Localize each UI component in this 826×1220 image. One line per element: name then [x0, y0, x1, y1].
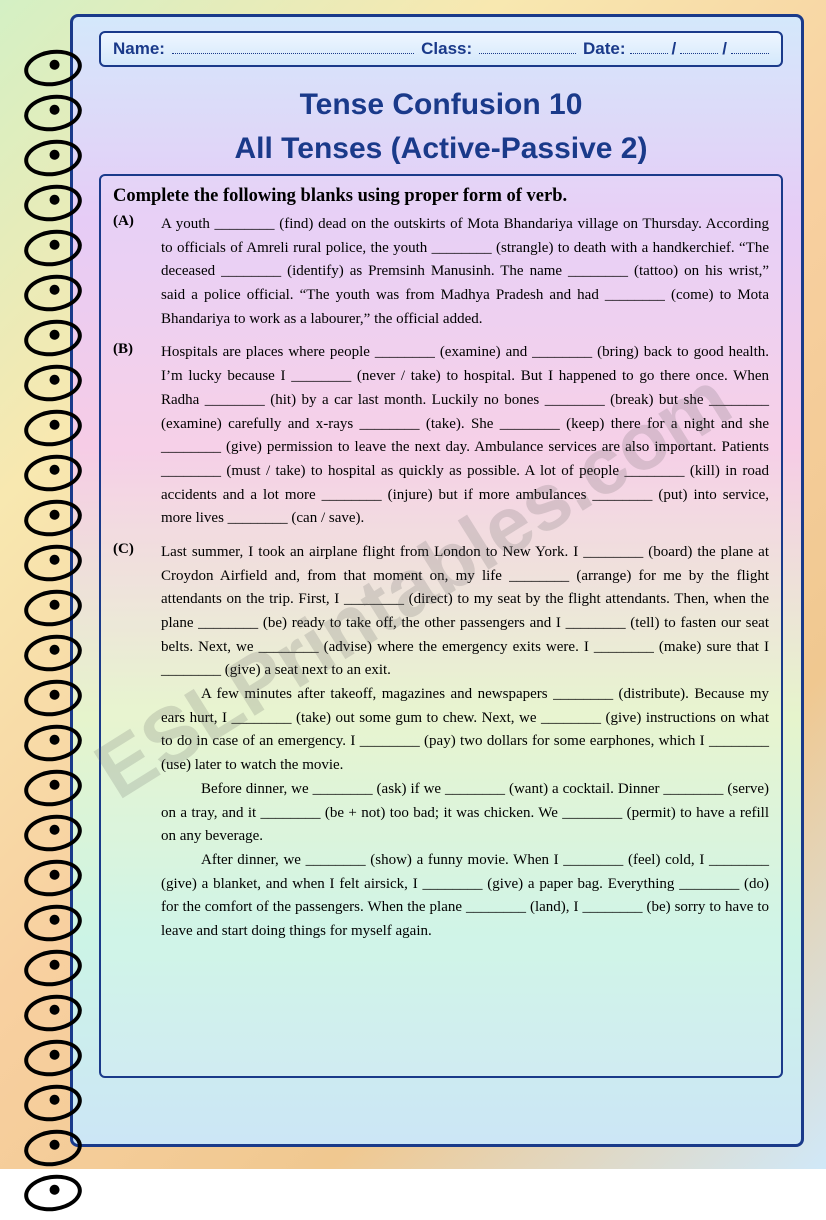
item-label: (A): [113, 213, 161, 331]
class-label: Class:: [421, 39, 472, 59]
paragraph: A few minutes after takeoff, magazines a…: [161, 683, 769, 778]
item-label: (B): [113, 341, 161, 531]
date-field-3[interactable]: [731, 39, 769, 54]
worksheet-title: Tense Confusion 10 All Tenses (Active-Pa…: [99, 83, 783, 170]
name-label: Name:: [113, 39, 165, 59]
paragraph: A youth ________ (find) dead on the outs…: [161, 213, 769, 331]
date-sep-1: /: [672, 39, 677, 59]
date-field-1[interactable]: [630, 39, 668, 54]
exercise-item: (C) Last summer, I took an airplane flig…: [113, 541, 769, 944]
class-field[interactable]: [479, 39, 576, 54]
paragraph: Last summer, I took an airplane flight f…: [161, 541, 769, 683]
item-text: A youth ________ (find) dead on the outs…: [161, 213, 769, 331]
exercise-item: (A) A youth ________ (find) dead on the …: [113, 213, 769, 331]
paragraph: Before dinner, we ________ (ask) if we _…: [161, 778, 769, 849]
title-line-1: Tense Confusion 10: [99, 83, 783, 127]
item-text: Last summer, I took an airplane flight f…: [161, 541, 769, 944]
paragraph: After dinner, we ________ (show) a funny…: [161, 849, 769, 944]
content-box: Complete the following blanks using prop…: [99, 174, 783, 1078]
name-field[interactable]: [172, 39, 414, 54]
item-label: (C): [113, 541, 161, 944]
header-box: Name: Class: Date: / /: [99, 31, 783, 67]
item-text: Hospitals are places where people ______…: [161, 341, 769, 531]
paragraph: Hospitals are places where people ______…: [161, 341, 769, 531]
date-field-2[interactable]: [680, 39, 718, 54]
instruction: Complete the following blanks using prop…: [113, 186, 769, 207]
exercise-item: (B) Hospitals are places where people __…: [113, 341, 769, 531]
date-label: Date:: [583, 39, 626, 59]
spiral-binding: [24, 50, 84, 1220]
title-line-2: All Tenses (Active-Passive 2): [99, 127, 783, 171]
page: Name: Class: Date: / / Tense Confusion 1…: [70, 14, 804, 1147]
date-sep-2: /: [722, 39, 727, 59]
outer-frame: Name: Class: Date: / / Tense Confusion 1…: [0, 0, 826, 1169]
